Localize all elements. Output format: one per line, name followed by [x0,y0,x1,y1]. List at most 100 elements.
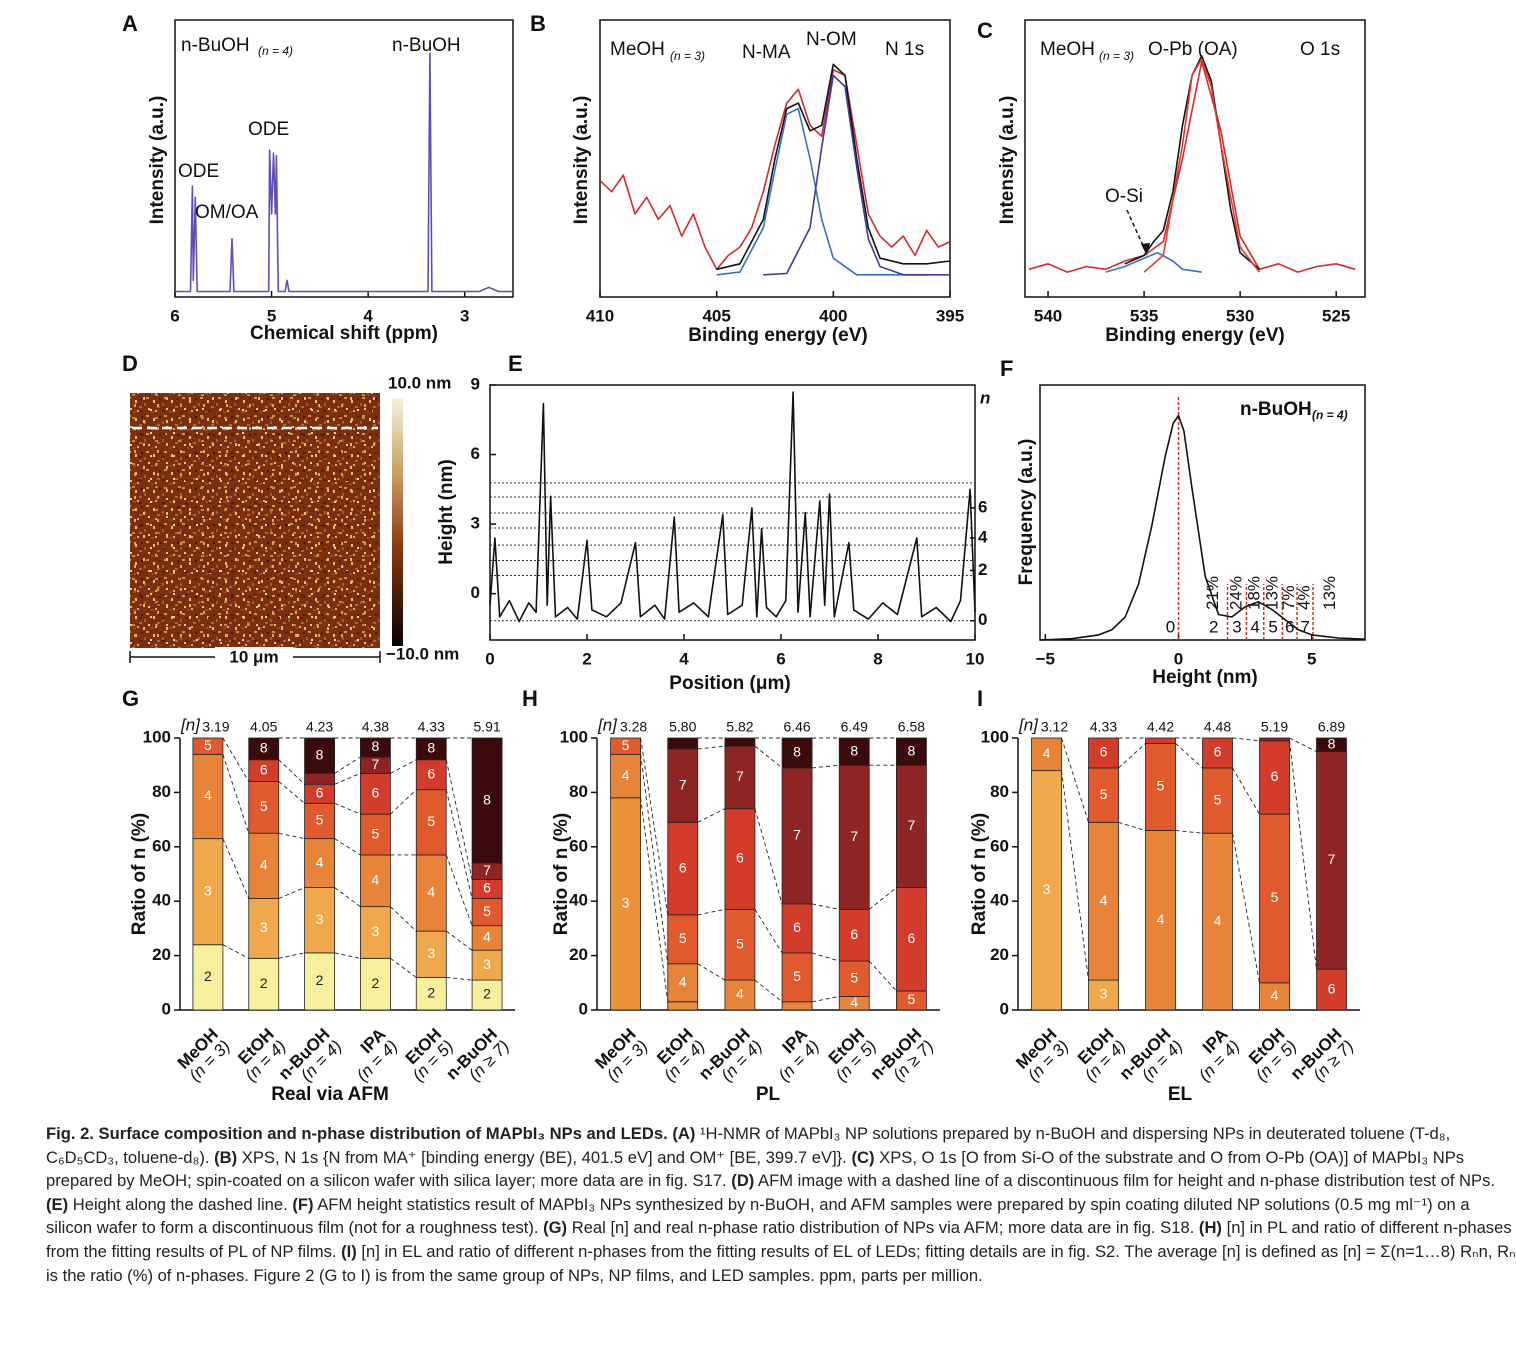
y-tick-label: 0 [1000,999,1009,1018]
colorbar [392,398,403,646]
segment-label: 6 [260,761,268,777]
connector [222,944,249,959]
segment-label: 7 [1328,851,1336,867]
segment-label: 7 [483,862,491,878]
segment-label: 3 [1100,986,1108,1002]
phase-label: 5 [1268,617,1277,636]
y-tick-label: 100 [560,727,588,746]
series-line [599,69,951,271]
connector [1175,743,1203,769]
segment-label: 3 [204,882,212,898]
connector [1232,767,1260,815]
segment-label: 2 [483,986,491,1002]
annotation: ODE [178,161,219,182]
segment-label: 4 [850,994,858,1010]
bar-segment [304,952,335,1011]
bar-segment [1202,737,1233,769]
segment-label: 5 [204,737,212,753]
panel-letter: H [522,686,538,711]
segment-label: 8 [427,740,435,756]
connector [1061,770,1089,981]
segment-label: 5 [1214,791,1222,807]
connector [697,808,726,823]
avg-n-label: 6.58 [898,719,925,735]
y-tick-label: 40 [152,891,171,910]
annotation: O-Pb (OA) [1148,39,1238,60]
bar-segment [1316,968,1347,1011]
phase-label: 3 [1232,617,1241,636]
bar-segment [415,789,447,856]
avg-n-label: 6.46 [783,719,810,735]
segment-label: 4 [622,767,630,783]
ratio-label: 7% [1279,585,1298,610]
caption: Fig. 2. Surface composition and n-phase … [46,1122,1516,1287]
caption-part-label: (B) [214,1147,238,1167]
avg-n-label: 6.49 [841,719,868,735]
bar-segment [471,898,503,927]
y-axis-title: Ratio of n (%) [551,813,572,935]
caption-part-text: AFM image with a dashed line of a discon… [754,1171,1496,1191]
colorbar-min: −10.0 nm [386,644,459,663]
x-tick-label: 0 [485,649,494,668]
bar-segment [838,960,870,997]
segment-label: 7 [372,756,380,772]
segment-label: 6 [908,930,916,946]
phase-label: 0 [1166,617,1175,636]
bar-segment [192,753,224,840]
annotation: N-MA [742,42,791,63]
bar-segment [360,854,391,908]
bar-segment [781,952,813,1003]
bar-segment [1316,737,1347,753]
segment-label: 4 [483,929,491,945]
caption-part-label: (C) [851,1147,875,1167]
connector [445,930,473,951]
bar-segment [724,808,756,910]
x-tick-label: 0 [1174,649,1183,668]
connector [1232,737,1260,742]
series-line [716,63,951,271]
connector [222,754,250,834]
annotation: N 1s [885,39,924,60]
ratio-label: 13% [1320,576,1339,610]
avg-n-label: 4.42 [1147,719,1174,735]
y2-tick-label: 0 [978,610,987,629]
caption-part-text: [n] in PL and ratio of different n-phase… [46,1218,1512,1261]
bar-segment [610,797,641,1011]
annotation: O 1s [1300,39,1340,60]
segment-label: 8 [483,791,491,807]
y2-tick-label: 4 [978,527,988,546]
annotation: OM/OA [195,202,259,223]
avg-n-label: 4.38 [362,719,389,735]
connector [754,808,783,905]
bar-segment [781,1001,813,1011]
y-tick-label: 0 [471,583,480,602]
segment-label: 7 [793,827,801,843]
series-line [1105,251,1202,273]
panel-letter: C [977,18,993,43]
connector [640,737,669,915]
series-line [175,52,513,293]
connector [445,759,473,880]
segment-label: 6 [483,880,491,896]
caption-part-label: (F) [292,1194,314,1214]
x-tick-label: 535 [1130,306,1158,325]
caption-part-text: XPS, N 1s {N from MA⁺ [binding energy (B… [237,1147,847,1167]
plot-frame [174,19,514,298]
annotation: N-OM [806,29,857,50]
bar-segment [1088,767,1119,823]
bar-segment [896,764,927,889]
avg-n-label: 4.33 [418,719,445,735]
connector [390,957,417,978]
y-tick-label: 100 [981,727,1009,746]
segment-label: 2 [427,984,435,1000]
avg-n-label: 3.19 [202,719,229,735]
segment-label: 8 [908,742,916,758]
annotation-arrow [1126,209,1146,251]
bar-segment [667,748,699,823]
bar-segment [471,925,503,951]
segment-label: 5 [372,825,380,841]
connector [222,838,250,899]
segment-label: 2 [260,975,268,991]
bar-segment [304,838,335,889]
segment-label: 5 [483,903,491,919]
